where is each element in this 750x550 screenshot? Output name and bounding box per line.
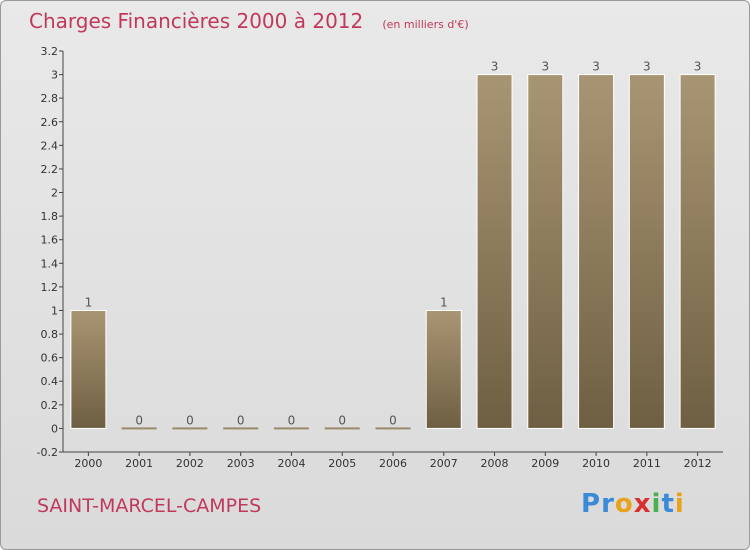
- x-tick-label: 2010: [582, 457, 610, 470]
- data-label: 3: [694, 60, 702, 74]
- y-tick-label: 0: [51, 422, 58, 435]
- y-tick-label: 1.8: [41, 210, 59, 223]
- x-tick-label: 2006: [379, 457, 407, 470]
- x-tick-label: 2012: [684, 457, 712, 470]
- data-label: 1: [440, 295, 448, 309]
- y-tick-label: 1.4: [41, 257, 59, 270]
- bar: [273, 427, 309, 430]
- x-tick-label: 2008: [481, 457, 509, 470]
- data-label: 3: [491, 60, 499, 74]
- y-tick-label: 0.4: [41, 375, 59, 388]
- data-label: 3: [541, 60, 549, 74]
- data-label: 0: [389, 413, 397, 427]
- logo-letter: x: [633, 489, 652, 519]
- bar: [324, 427, 360, 430]
- x-tick-label: 2009: [531, 457, 559, 470]
- data-label: 0: [288, 413, 296, 427]
- data-label: 3: [592, 60, 600, 74]
- x-tick-label: 2003: [227, 457, 255, 470]
- data-label: 0: [237, 413, 245, 427]
- logo-letter: P: [581, 489, 602, 519]
- data-label: 0: [135, 413, 143, 427]
- logo-letter: o: [614, 489, 634, 519]
- y-tick-label: 3: [51, 69, 58, 82]
- chart-subtitle: (en milliers d'€): [382, 18, 469, 31]
- logo-letter: i: [674, 489, 685, 519]
- y-tick-label: -0.2: [37, 446, 58, 459]
- x-tick-label: 2004: [277, 457, 305, 470]
- commune-name: SAINT-MARCEL-CAMPES: [37, 495, 262, 517]
- data-label: 3: [643, 60, 651, 74]
- y-tick-label: 0.8: [41, 328, 59, 341]
- chart-title-block: Charges Financières 2000 à 2012 (en mill…: [29, 9, 469, 33]
- bar: [425, 309, 462, 429]
- y-tick-label: 2.8: [41, 92, 59, 105]
- x-tick-label: 2000: [74, 457, 102, 470]
- bar: [70, 309, 107, 429]
- bar: [476, 74, 513, 429]
- bar: [121, 427, 157, 430]
- bar: [578, 74, 615, 429]
- y-tick-label: 1: [51, 304, 58, 317]
- bar: [527, 74, 564, 429]
- y-tick-label: 3.2: [41, 45, 59, 58]
- data-label: 1: [85, 295, 93, 309]
- logo-letter: t: [661, 489, 675, 519]
- x-tick-label: 2002: [176, 457, 204, 470]
- x-tick-label: 2001: [125, 457, 153, 470]
- x-tick-label: 2007: [430, 457, 458, 470]
- bar: [628, 74, 665, 429]
- proxiti-logo: Proxiti: [581, 489, 685, 519]
- x-tick-label: 2011: [633, 457, 661, 470]
- logo-letter: r: [601, 489, 615, 519]
- y-tick-label: 2.2: [41, 163, 59, 176]
- y-tick-label: 1.2: [41, 281, 59, 294]
- y-tick-label: 2.6: [41, 116, 59, 129]
- y-tick-label: 1.6: [41, 234, 59, 247]
- chart-title: Charges Financières 2000 à 2012: [29, 9, 364, 33]
- data-label: 0: [186, 413, 194, 427]
- bar: [223, 427, 259, 430]
- bar: [375, 427, 411, 430]
- logo-letter: i: [651, 489, 662, 519]
- bar: [679, 74, 716, 429]
- y-tick-label: 2.4: [41, 139, 59, 152]
- data-label: 0: [338, 413, 346, 427]
- y-tick-label: 0.2: [41, 399, 59, 412]
- y-tick-label: 0.6: [41, 352, 59, 365]
- y-tick-label: 2: [51, 187, 58, 200]
- x-tick-label: 2005: [328, 457, 356, 470]
- bar: [172, 427, 208, 430]
